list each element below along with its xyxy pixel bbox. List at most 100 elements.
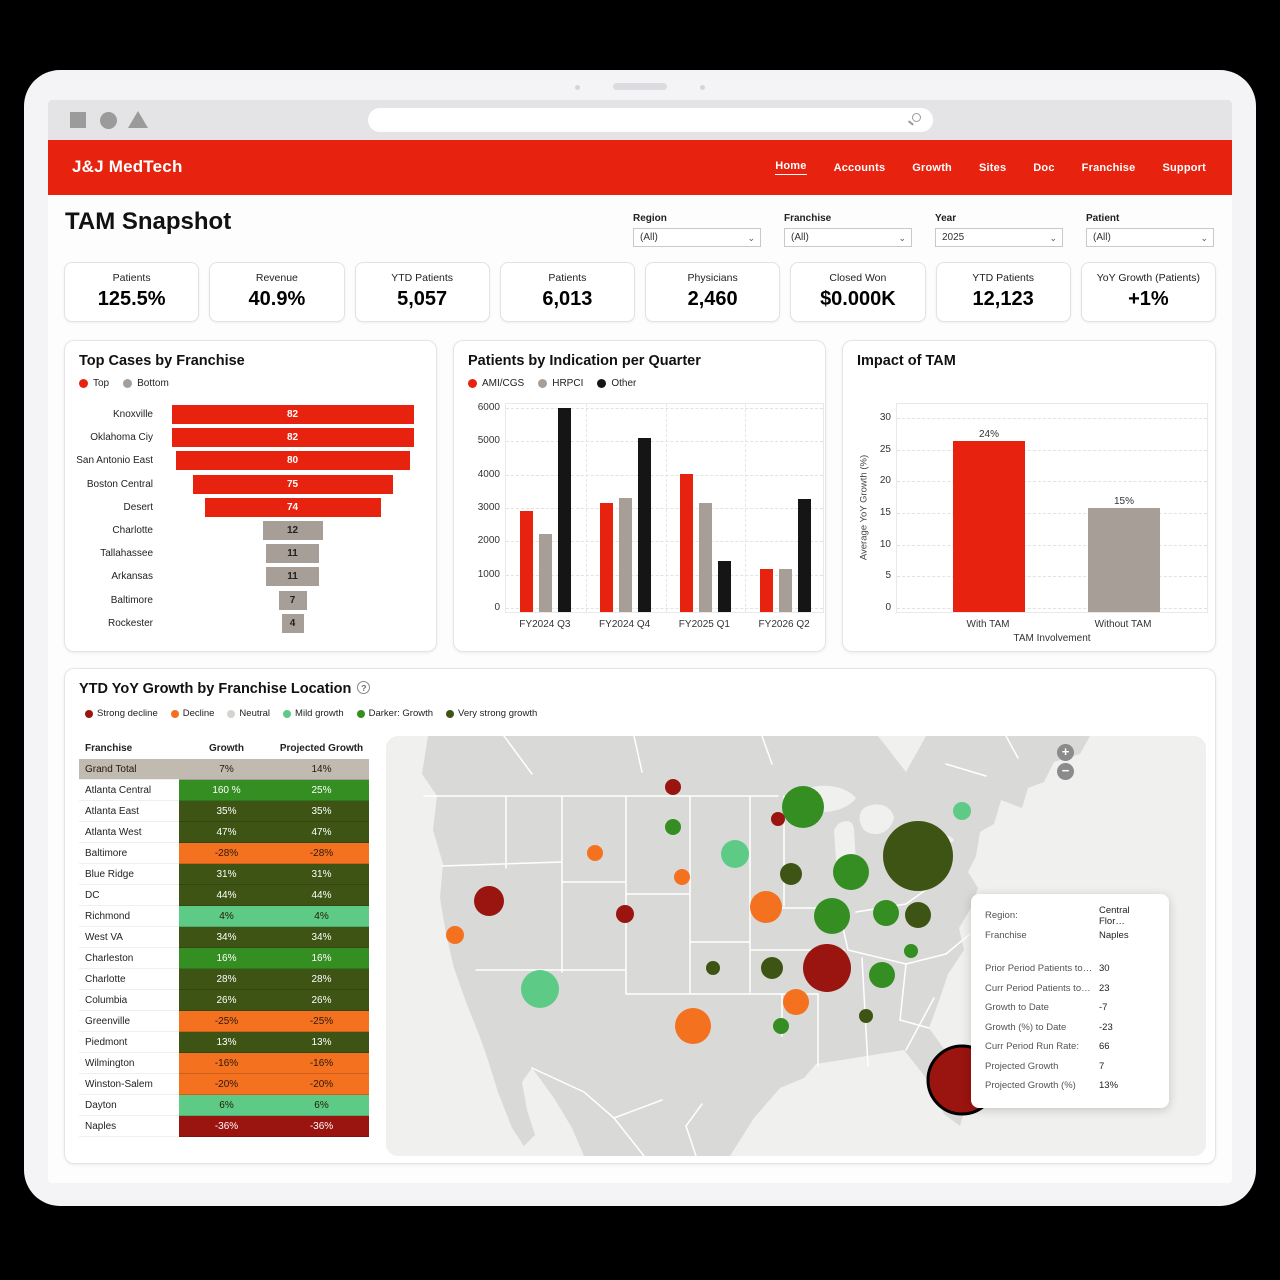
- funnel-bar[interactable]: 75: [192, 474, 393, 494]
- map-bubble[interactable]: [674, 869, 690, 885]
- franchise-name-cell: Atlanta West: [79, 822, 179, 843]
- nav-item-franchise[interactable]: Franchise: [1081, 161, 1136, 174]
- column-hrpci[interactable]: [539, 534, 553, 612]
- table-row[interactable]: Piedmont 13% 13%: [79, 1032, 369, 1053]
- table-header-cell: Growth: [209, 742, 244, 754]
- legend-label: Decline: [182, 708, 215, 719]
- filter-select-year[interactable]: 2025 ⌄: [935, 228, 1063, 247]
- map-bubble[interactable]: [814, 898, 850, 934]
- funnel-bar[interactable]: 11: [266, 567, 319, 587]
- map-bubble[interactable]: [665, 819, 681, 835]
- triangle-icon[interactable]: [128, 111, 148, 128]
- us-bubble-map[interactable]: + − Region: Central Flor… Franchise Naples …: [386, 736, 1206, 1156]
- projected-growth-cell: -25%: [274, 1011, 369, 1032]
- nav-item-support[interactable]: Support: [1162, 161, 1206, 174]
- table-row[interactable]: Atlanta West 47% 47%: [79, 822, 369, 843]
- table-row[interactable]: Columbia 26% 26%: [79, 990, 369, 1011]
- table-row[interactable]: Atlanta Central 160 % 25%: [79, 780, 369, 801]
- map-bubble[interactable]: [665, 779, 681, 795]
- map-bubble[interactable]: [782, 786, 824, 828]
- funnel-bar[interactable]: 4: [281, 613, 304, 633]
- legend-item: AMI/CGS: [468, 378, 524, 389]
- table-row[interactable]: Greenville -25% -25%: [79, 1011, 369, 1032]
- x-tick: FY2024 Q3: [519, 619, 571, 630]
- column-with-tam[interactable]: [953, 441, 1025, 612]
- map-bubble[interactable]: [771, 812, 785, 826]
- circle-icon[interactable]: [100, 112, 117, 129]
- filter-select-region[interactable]: (All) ⌄: [633, 228, 761, 247]
- square-icon[interactable]: [70, 112, 86, 128]
- nav-item-home[interactable]: Home: [775, 160, 807, 175]
- projected-growth-cell: -28%: [274, 843, 369, 864]
- funnel-bar[interactable]: 82: [171, 405, 414, 425]
- map-bubble[interactable]: [675, 1008, 711, 1044]
- nav-item-sites[interactable]: Sites: [978, 161, 1007, 174]
- browser-address-bar[interactable]: [368, 108, 933, 132]
- table-row[interactable]: Charlotte 28% 28%: [79, 969, 369, 990]
- brand-logo[interactable]: J&J MedTech: [72, 157, 183, 176]
- column-ami-cgs[interactable]: [520, 511, 534, 612]
- table-row[interactable]: Blue Ridge 31% 31%: [79, 864, 369, 885]
- table-row[interactable]: DC 44% 44%: [79, 885, 369, 906]
- column-hrpci[interactable]: [619, 497, 633, 612]
- filter-select-patient[interactable]: (All) ⌄: [1086, 228, 1214, 247]
- map-bubble[interactable]: [780, 863, 802, 885]
- map-svg: [422, 736, 1090, 1156]
- map-bubble[interactable]: [833, 854, 869, 890]
- column-other[interactable]: [558, 407, 572, 612]
- table-row[interactable]: Baltimore -28% -28%: [79, 843, 369, 864]
- table-row[interactable]: Grand Total 7% 14%: [79, 759, 369, 780]
- map-bubble[interactable]: [761, 957, 783, 979]
- map-bubble[interactable]: [905, 902, 931, 928]
- funnel-bar[interactable]: 82: [171, 428, 414, 448]
- map-bubble[interactable]: [904, 944, 918, 958]
- map-bubble[interactable]: [474, 886, 504, 916]
- map-bubble[interactable]: [859, 1009, 873, 1023]
- map-bubble[interactable]: [587, 845, 603, 861]
- nav-item-doc[interactable]: Doc: [1033, 161, 1055, 174]
- column-other[interactable]: [638, 437, 652, 612]
- map-bubble[interactable]: [783, 989, 809, 1015]
- table-row[interactable]: Winston-Salem -20% -20%: [79, 1074, 369, 1095]
- map-bubble[interactable]: [721, 840, 749, 868]
- table-row[interactable]: Naples -36% -36%: [79, 1116, 369, 1137]
- map-bubble[interactable]: [773, 1018, 789, 1034]
- map-bubble[interactable]: [953, 802, 971, 820]
- zoom-out-button[interactable]: −: [1057, 763, 1074, 780]
- map-bubble[interactable]: [803, 944, 851, 992]
- table-row[interactable]: Atlanta East 35% 35%: [79, 801, 369, 822]
- zoom-in-button[interactable]: +: [1057, 744, 1074, 761]
- column-hrpci[interactable]: [698, 502, 712, 612]
- map-bubble[interactable]: [446, 926, 464, 944]
- map-bubble[interactable]: [873, 900, 899, 926]
- map-bubble[interactable]: [706, 961, 720, 975]
- funnel-bar[interactable]: 7: [278, 590, 307, 610]
- funnel-bar[interactable]: 12: [262, 521, 323, 541]
- map-bubble[interactable]: [883, 821, 953, 891]
- table-row[interactable]: Dayton 6% 6%: [79, 1095, 369, 1116]
- map-bubble[interactable]: [750, 891, 782, 923]
- funnel-bar[interactable]: 11: [266, 544, 319, 564]
- column-other[interactable]: [797, 499, 811, 612]
- map-bubble[interactable]: [616, 905, 634, 923]
- map-bubble[interactable]: [869, 962, 895, 988]
- column-without-tam[interactable]: [1088, 507, 1160, 612]
- nav-item-growth[interactable]: Growth: [912, 161, 952, 174]
- help-icon[interactable]: ?: [357, 681, 371, 694]
- column-hrpci[interactable]: [778, 569, 792, 612]
- table-row[interactable]: Wilmington -16% -16%: [79, 1053, 369, 1074]
- column-ami-cgs[interactable]: [600, 502, 614, 612]
- column-ami-cgs[interactable]: [679, 474, 693, 612]
- tooltip-row: Franchise Naples: [985, 926, 1155, 946]
- table-row[interactable]: West VA 34% 34%: [79, 927, 369, 948]
- filter-select-franchise[interactable]: (All) ⌄: [784, 228, 912, 247]
- column-ami-cgs[interactable]: [759, 569, 773, 612]
- column-other[interactable]: [717, 561, 731, 612]
- funnel-row: Rockester 4: [73, 612, 424, 635]
- table-row[interactable]: Richmond 4% 4%: [79, 906, 369, 927]
- map-bubble[interactable]: [521, 970, 559, 1008]
- table-row[interactable]: Charleston 16% 16%: [79, 948, 369, 969]
- funnel-bar[interactable]: 80: [175, 451, 410, 471]
- nav-item-accounts[interactable]: Accounts: [833, 161, 886, 174]
- funnel-bar[interactable]: 74: [204, 497, 381, 517]
